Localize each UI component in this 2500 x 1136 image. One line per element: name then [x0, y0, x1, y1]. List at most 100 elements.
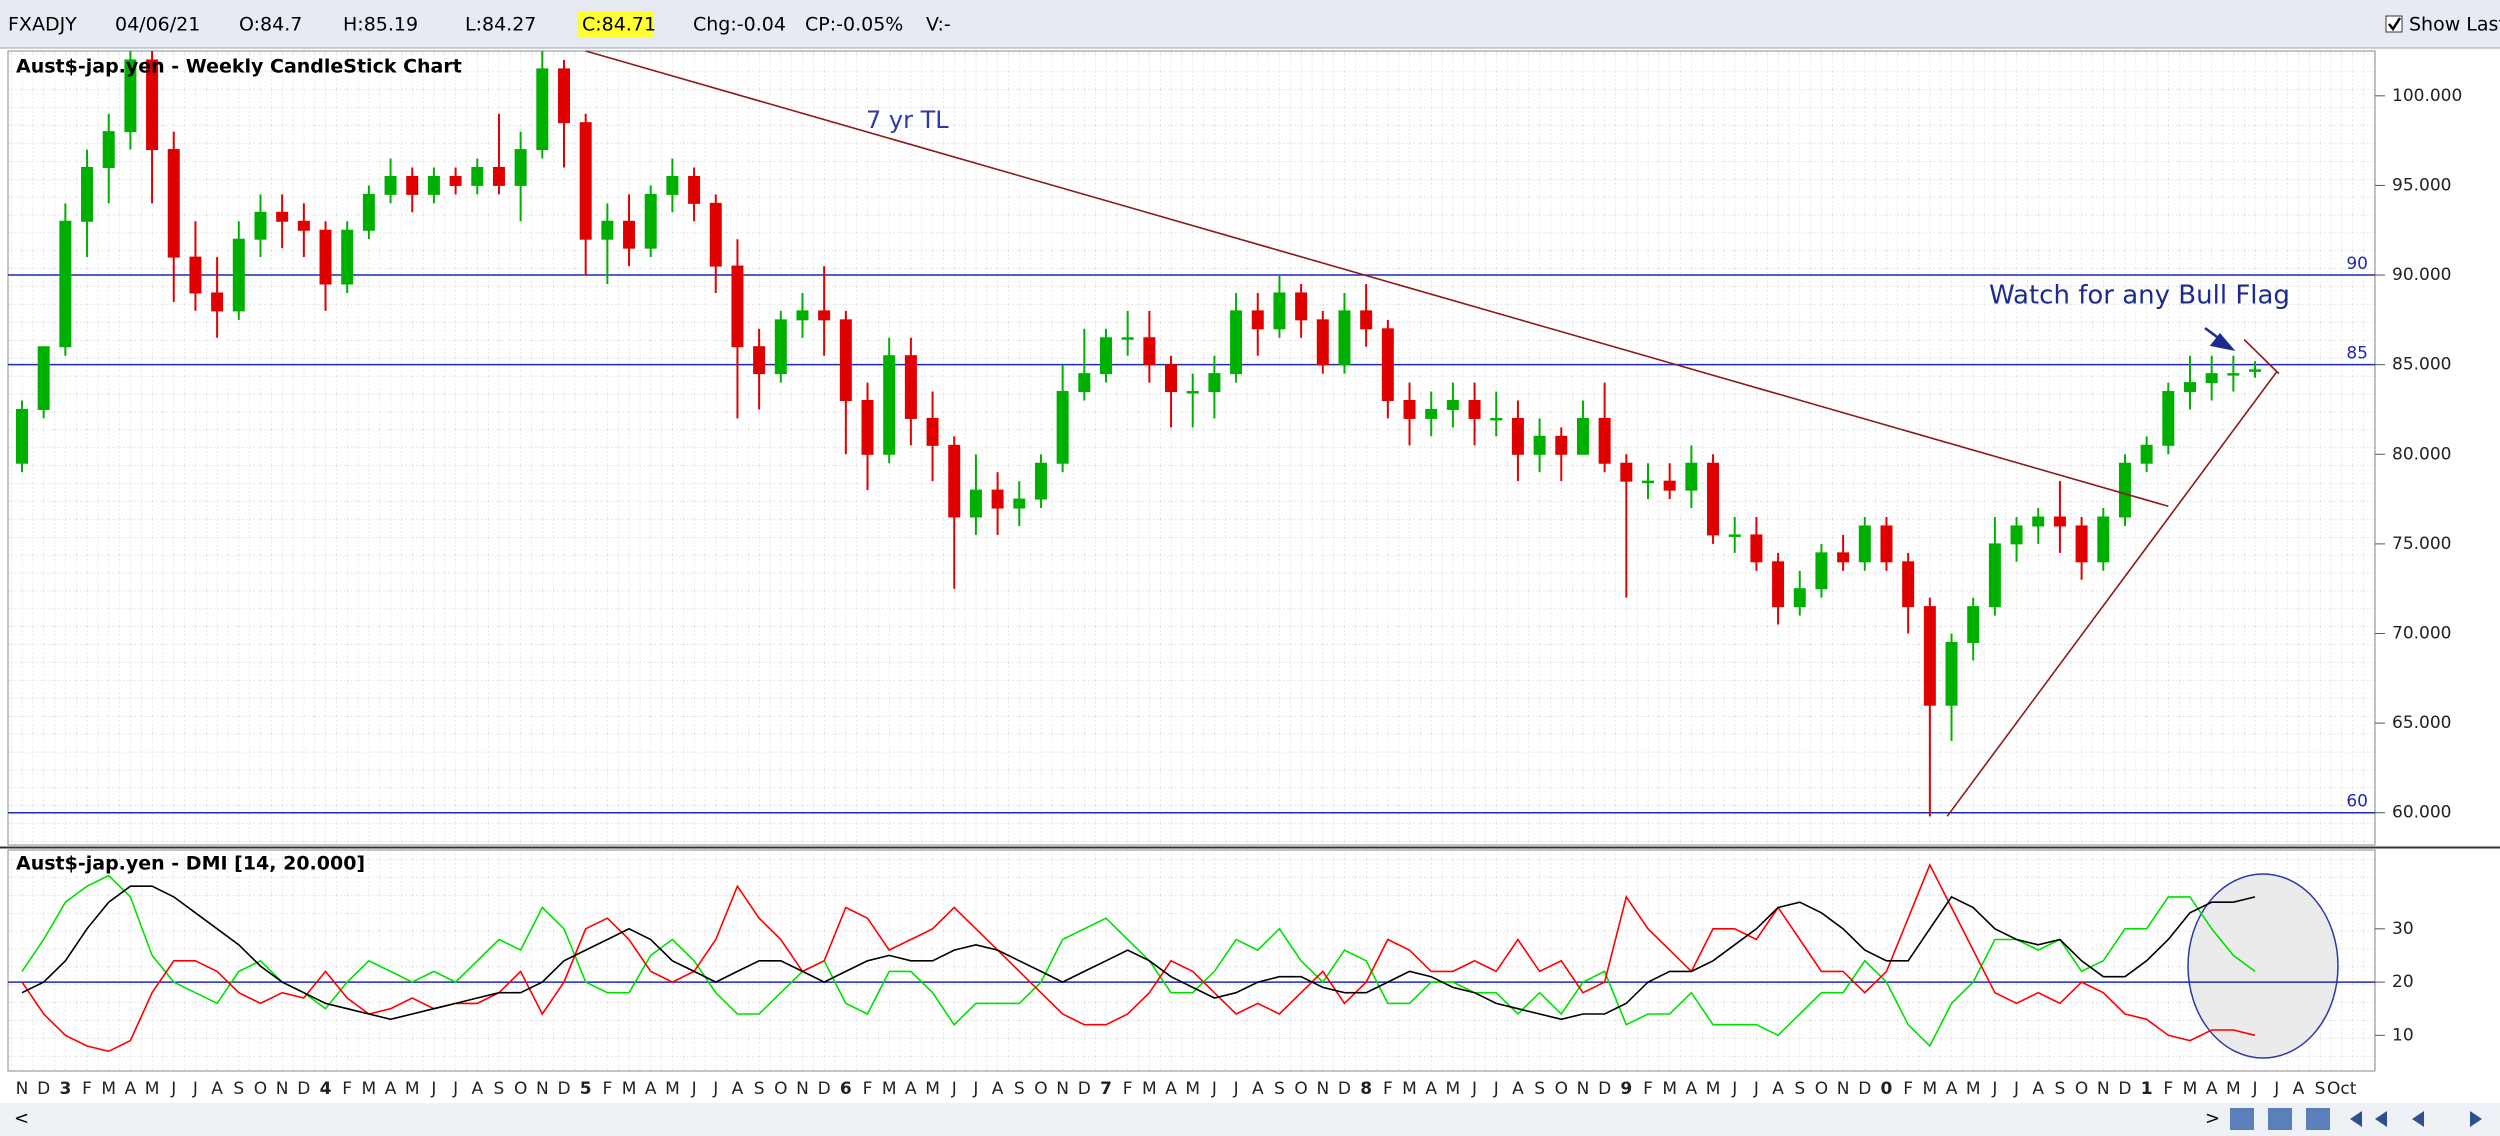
- x-tick-label: N: [276, 1079, 289, 1099]
- candle-body: [2249, 369, 2262, 372]
- candle-body: [449, 175, 462, 186]
- x-tick-label: A: [1165, 1079, 1177, 1099]
- y-tick-label: 85.000: [2392, 355, 2451, 375]
- candle-body: [1100, 337, 1112, 375]
- x-tick-label: D: [2118, 1079, 2131, 1099]
- nav-arrows[interactable]: [2350, 1111, 2482, 1127]
- symbol: FXADJY: [8, 14, 77, 36]
- candle-body: [1273, 292, 1286, 330]
- x-tick-label: A: [1772, 1079, 1784, 1099]
- y-tick-label: 20: [2392, 972, 2414, 992]
- candle-body: [189, 256, 202, 294]
- dmi-title: Aust$-jap.yen - DMI [14, 20.000]: [16, 853, 365, 875]
- x-tick-label: J: [2252, 1079, 2258, 1099]
- x-tick-label: O: [774, 1079, 787, 1099]
- candle-body: [1945, 641, 1958, 706]
- candle-body: [861, 400, 874, 455]
- candle-body: [514, 149, 527, 186]
- candle-body: [1403, 400, 1416, 419]
- candle-body: [948, 444, 961, 518]
- x-tick-label: S: [1794, 1079, 1805, 1099]
- x-tick-label: M: [405, 1079, 420, 1099]
- x-tick-label: J: [452, 1079, 458, 1099]
- low: L:84.27: [465, 14, 536, 36]
- horizontal-line-label: 60: [2346, 792, 2368, 812]
- candle-body: [1533, 435, 1546, 455]
- x-tick-label: J: [1211, 1079, 1217, 1099]
- x-tick-label: J: [951, 1079, 957, 1099]
- x-tick-label: M: [1706, 1079, 1721, 1099]
- x-tick-label: Oct: [2327, 1079, 2357, 1099]
- x-tick-label: A: [732, 1079, 744, 1099]
- candle-body: [1121, 337, 1134, 340]
- change: Chg:-0.04: [693, 14, 786, 36]
- candle-body: [1902, 561, 1915, 608]
- candle-body: [1425, 408, 1438, 419]
- candle-body: [406, 175, 419, 195]
- candle-body: [904, 355, 917, 419]
- candle-body: [1034, 462, 1047, 500]
- candle-body: [492, 167, 505, 186]
- candle-body: [1251, 310, 1264, 330]
- candle-body: [991, 489, 1004, 509]
- x-tick-label: O: [1034, 1079, 1047, 1099]
- x-tick-label: S: [1534, 1079, 1545, 1099]
- x-tick-label: 8: [1360, 1079, 1372, 1099]
- x-tick-label: N: [1577, 1079, 1590, 1099]
- candle-body: [579, 122, 592, 240]
- candle-body: [666, 175, 679, 195]
- x-tick-label: M: [362, 1079, 377, 1099]
- trendline: [2243, 338, 2280, 375]
- tool-icon[interactable]: [2230, 1108, 2254, 1130]
- candle-body: [1468, 400, 1481, 419]
- candle-body: [167, 149, 180, 258]
- candle-body: [1078, 373, 1091, 393]
- candle-body: [211, 292, 224, 312]
- x-tick-label: S: [494, 1079, 505, 1099]
- candle-body: [688, 175, 701, 204]
- candle-body: [2053, 516, 2066, 527]
- x-tick-label: D: [1598, 1079, 1611, 1099]
- y-tick-label: 90.000: [2392, 265, 2451, 285]
- x-tick-label: S: [1274, 1079, 1285, 1099]
- x-tick-label: M: [882, 1079, 897, 1099]
- x-tick-label: M: [622, 1079, 637, 1099]
- x-tick-label: N: [1316, 1079, 1329, 1099]
- x-tick-label: N: [796, 1079, 809, 1099]
- x-tick-label: A: [2032, 1079, 2044, 1099]
- x-tick-label: A: [1512, 1079, 1524, 1099]
- candle-body: [319, 229, 332, 285]
- candle-body: [1988, 543, 2001, 608]
- candle-body: [1360, 310, 1373, 330]
- y-tick-label: 70.000: [2392, 624, 2451, 644]
- x-tick-label: A: [471, 1079, 483, 1099]
- change-pct: CP:-0.05%: [805, 14, 903, 36]
- tool-icon[interactable]: [2268, 1108, 2292, 1130]
- candle-body: [2118, 462, 2131, 518]
- candle-body: [1967, 606, 1980, 643]
- scroll-left[interactable]: <: [14, 1108, 29, 1129]
- close-highlight: [577, 11, 654, 37]
- candle-body: [81, 167, 94, 222]
- x-tick-label: S: [754, 1079, 765, 1099]
- candle-body: [254, 211, 267, 240]
- x-tick-label: J: [1471, 1079, 1477, 1099]
- candle-body: [1446, 400, 1459, 410]
- candle-body: [102, 131, 115, 169]
- marks: 60.000 65.000 70.000 75.000 80.000 85.000 90.0…: [8, 50, 2462, 1099]
- y-tick-label: 30: [2392, 919, 2414, 939]
- candle-body: [124, 59, 137, 133]
- scroll-right[interactable]: >: [2205, 1108, 2220, 1129]
- show-last-label[interactable]: Show Last: [2409, 14, 2500, 36]
- x-tick-label: M: [1662, 1079, 1677, 1099]
- candle-body: [1880, 525, 1893, 563]
- x-tick-label: N: [16, 1079, 29, 1099]
- candle-body: [59, 220, 72, 348]
- candle-body: [1143, 337, 1156, 366]
- candle-body: [839, 319, 852, 402]
- x-tick-label: M: [1446, 1079, 1461, 1099]
- tool-icon[interactable]: [2306, 1108, 2330, 1130]
- candle-body: [16, 408, 28, 464]
- x-tick-label: O: [514, 1079, 527, 1099]
- x-tick-label: F: [1123, 1079, 1133, 1099]
